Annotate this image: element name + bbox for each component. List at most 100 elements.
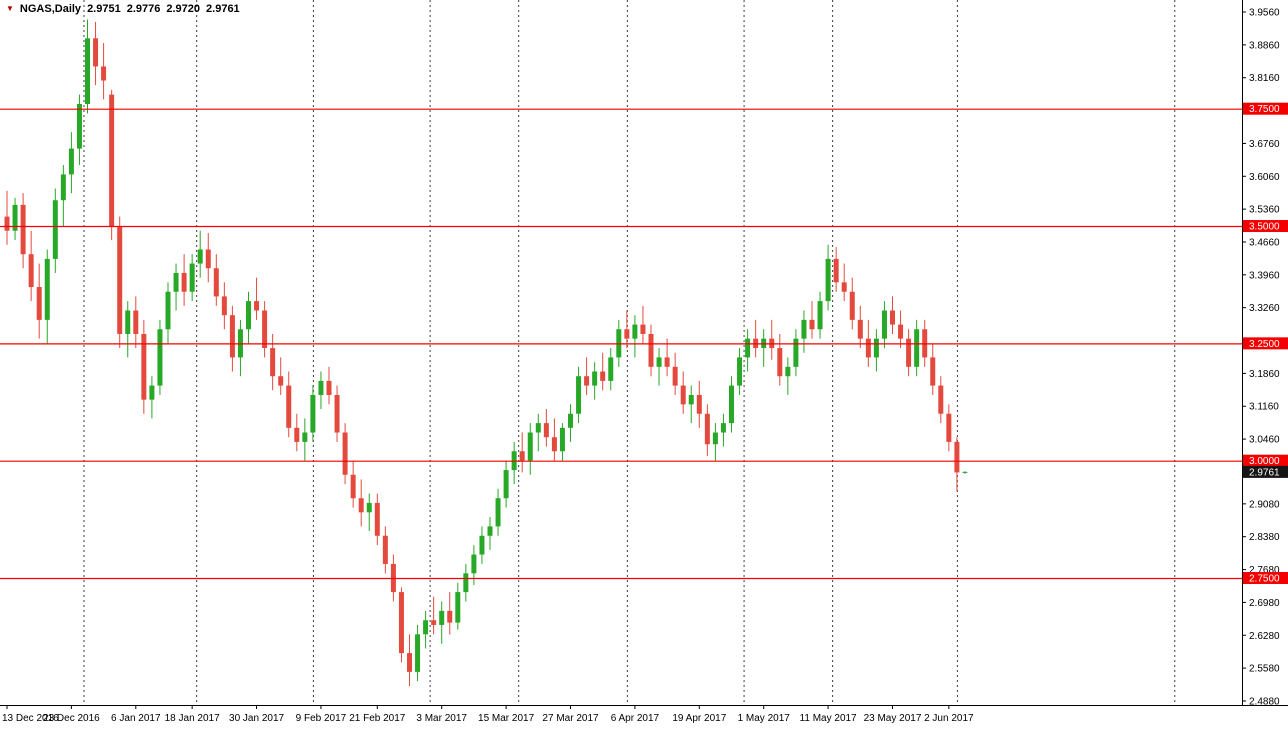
y-tick-label: 2.7680: [1249, 565, 1280, 576]
candle-body: [157, 329, 163, 386]
candle-body: [680, 385, 686, 405]
candle-body: [487, 526, 493, 536]
x-tick-label: 23 May 2017: [864, 713, 922, 724]
level-price-badge: [1243, 572, 1288, 585]
candle-body: [479, 535, 485, 555]
candle-body: [415, 634, 421, 672]
candle-body: [793, 338, 799, 367]
candle-body: [648, 333, 654, 367]
candle-body: [101, 66, 107, 81]
candle-body: [696, 394, 702, 414]
candle-body: [350, 474, 356, 499]
candle-body: [294, 427, 300, 442]
candle-body: [36, 287, 42, 320]
candle-body: [398, 592, 404, 654]
y-tick-label: 3.8160: [1249, 73, 1280, 84]
candle-body: [825, 258, 831, 302]
candle-body: [592, 371, 598, 386]
candle-body: [302, 432, 308, 442]
candle-body: [374, 502, 380, 536]
ohlc-high: 2.9776: [126, 3, 161, 15]
y-tick-label: 2.6980: [1249, 598, 1280, 609]
x-tick-label: 11 May 2017: [800, 713, 858, 724]
candle-body: [318, 380, 324, 395]
candle-body: [930, 357, 936, 386]
candle-body: [857, 319, 863, 339]
candle-body: [865, 338, 871, 358]
ohlc-low: 2.9720: [166, 3, 201, 15]
level-price-badge: [1243, 102, 1288, 115]
symbol-timeframe-label: NGAS,Daily: [19, 3, 82, 15]
candle-body: [801, 319, 807, 339]
x-tick-label: 27 Mar 2017: [542, 713, 599, 724]
candle-body: [624, 329, 630, 339]
candle-body: [20, 204, 26, 255]
candle-body: [117, 226, 123, 334]
x-tick-label: 21 Feb 2017: [349, 713, 406, 724]
candle-body: [551, 437, 557, 452]
candle-body: [60, 174, 66, 201]
candle-body: [519, 451, 525, 461]
x-tick-label: 9 Feb 2017: [296, 713, 347, 724]
x-tick-label: 1 May 2017: [738, 713, 791, 724]
level-price-badge: [1243, 220, 1288, 233]
candle-body: [954, 441, 960, 473]
candle-body: [688, 394, 694, 405]
x-tick-label: 6 Apr 2017: [611, 713, 660, 724]
y-tick-label: 2.6280: [1249, 631, 1280, 642]
candle-body: [133, 310, 139, 334]
candle-body: [358, 498, 364, 513]
y-tick-label: 2.4880: [1249, 696, 1280, 707]
candle-body: [833, 258, 839, 283]
candle-body: [785, 366, 791, 377]
symbol-dropdown-icon[interactable]: ▼: [6, 4, 14, 13]
x-tick-label: 13 Dec 2016: [2, 713, 59, 724]
candle-body: [632, 324, 638, 339]
candle-body: [656, 357, 662, 367]
current-price-badge: [1243, 465, 1288, 478]
candle-body: [495, 498, 501, 527]
candle-body: [141, 333, 147, 400]
candle-body: [334, 394, 340, 433]
candle-body: [809, 319, 815, 330]
candle-body: [817, 301, 823, 330]
candle-body: [246, 301, 251, 330]
candle-body: [447, 610, 453, 623]
candle-body: [181, 272, 187, 292]
chart-title: ▼ NGAS,Daily 2.9751 2.9776 2.9720 2.9761: [6, 3, 240, 15]
candle-body: [189, 263, 195, 292]
candle-body: [849, 291, 855, 320]
candle-body: [68, 148, 74, 175]
candle-body: [229, 315, 235, 358]
price-axis[interactable]: 3.9560 3.8860 3.8160 3.6760 3.6060 3.5360 3.46…: [1242, 0, 1288, 707]
y-tick-label: 3.3260: [1249, 303, 1280, 314]
level-price-badge: [1243, 454, 1288, 467]
candle-body: [962, 471, 968, 473]
candle-body: [535, 423, 541, 433]
candle-body: [44, 258, 50, 320]
candle-body: [165, 291, 171, 330]
y-tick-label: 3.5360: [1249, 205, 1280, 216]
candle-body: [278, 376, 284, 386]
y-tick-label: 3.9560: [1249, 8, 1280, 19]
candle-body: [310, 394, 316, 433]
candle-body: [737, 357, 743, 386]
level-price-label: 3.0000: [1249, 456, 1280, 467]
candle-body: [52, 200, 58, 259]
y-tick-label: 3.1160: [1249, 402, 1279, 413]
candle-body: [12, 204, 18, 231]
candle-body: [584, 376, 590, 386]
candle-body: [213, 268, 219, 297]
candle-body: [543, 423, 549, 438]
x-tick-label: 30 Jan 2017: [229, 713, 284, 724]
candle-body: [407, 653, 412, 672]
candle-body: [149, 385, 155, 400]
candle-body: [455, 592, 461, 623]
candle-body: [576, 376, 582, 414]
candle-body: [463, 573, 469, 593]
chart-plot-area[interactable]: [0, 0, 1242, 705]
y-tick-label: 3.0460: [1249, 435, 1280, 446]
